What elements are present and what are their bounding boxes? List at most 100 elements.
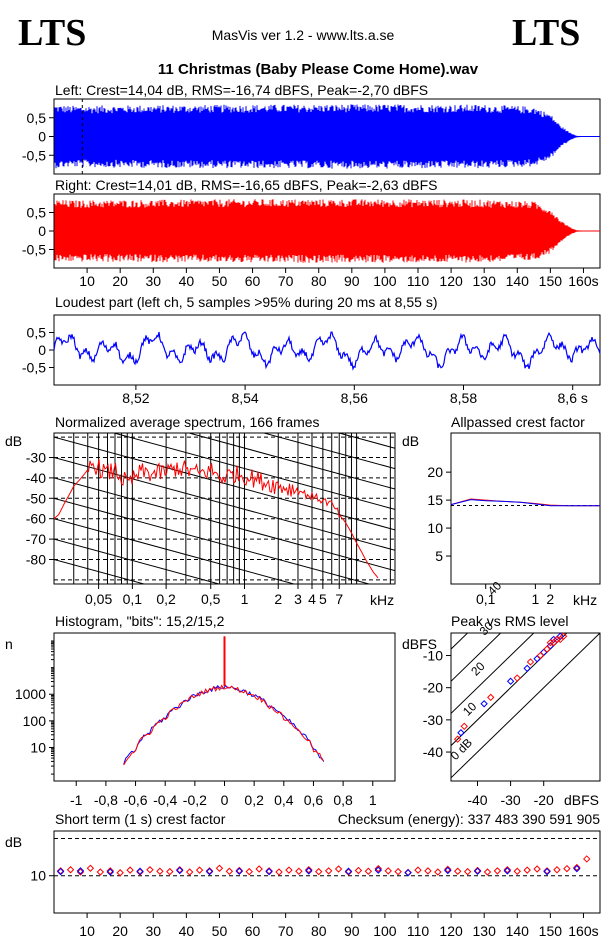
spectrum-xtick-label: 7 [335,591,343,607]
short-term-xtick-label: 130 [473,923,497,939]
peak-rms-ytick-label: -30 [423,712,443,728]
histogram-xtick-label: -0,6 [123,792,147,808]
short-term-point [374,866,382,874]
short-term-point [414,866,422,874]
short-term-frame [53,830,601,914]
short-term-point [235,867,244,875]
short-term-point [344,868,353,876]
short-term-point [265,867,273,875]
histogram-xtick-label: 0,4 [274,792,294,808]
short-term-point [136,867,144,875]
spectrum-diagonal [54,477,395,572]
spectrum-xtick-label: 0,1 [123,591,143,607]
short-term-point [573,864,581,873]
crest-xtick-label: 2 [546,591,554,607]
right-waveform-xtick-label: 120 [439,273,463,289]
right-waveform-xtick-label: 10 [79,273,95,289]
histogram-ytick-label: 10 [30,739,46,755]
short-term-point [444,865,452,874]
short-term-point [424,867,432,875]
short-term-point [205,867,214,876]
short-term-point [136,868,144,876]
short-term-point [563,864,571,873]
spectrum-diagonal [54,538,221,584]
peak-rms-diagonal [451,633,502,682]
crest-ytick-label: 5 [435,548,443,564]
short-term-point [513,867,521,875]
spectrum-curve [54,459,379,579]
short-term-point [156,867,164,875]
spectrum-ytick-label: -30 [26,449,46,465]
histogram-curve-0 [123,684,325,765]
short-term-point [533,865,541,873]
short-term-point [76,868,85,876]
short-term-point [86,864,95,872]
short-term-point [166,867,174,876]
short-term-point [275,868,283,876]
short-term-point [265,867,273,876]
short-term-point [215,864,224,872]
histogram-xtick-label: -0,2 [183,792,207,808]
right-waveform-xtick-label: 80 [311,273,327,289]
loudest-xtick-label: 8,54 [231,390,258,406]
right-waveform-xtick-label: 30 [145,273,161,289]
short-term-point [106,867,114,875]
short-term-point [523,866,531,874]
short-term-point [364,867,373,875]
crest-xtick-label: 0,1 [476,591,496,607]
histogram-xtick-label: 0 [221,792,229,808]
short-term-xtick-label: 150 [539,923,563,939]
short-term-point [493,867,502,875]
spectrum-ylabel: dB [5,433,22,449]
spectrum-xtick-label: 5 [319,591,327,607]
short-term-point [553,866,561,874]
spectrum-frame [53,432,396,585]
histogram-ylabel: n [5,636,13,652]
crest-ylabel: dB [402,433,419,449]
crest-ytick-label: 20 [427,464,443,480]
right-waveform-title: Right: Crest=14,01 dB, RMS=-16,65 dBFS, … [55,177,437,193]
spectrum-xtick-label: 0,05 [85,591,112,607]
crest-xlabel: kHz [573,592,597,608]
short-term-point [285,866,293,874]
right-waveform-xtick-label: 50 [212,273,228,289]
loudest-xtick-label: 8,52 [122,390,149,406]
spectrum-diagonal [112,433,395,510]
left-waveform-title: Left: Crest=14,04 dB, RMS=-16,74 dBFS, P… [55,82,428,98]
spectrum-diagonal [262,433,395,470]
short-term-point [315,867,323,876]
peak-rms-point [460,722,468,731]
left-waveform-ytick-label: 0 [38,129,46,145]
peak-rms-xtick-label: -30 [500,792,520,808]
peak-rms-diagonal [451,633,568,746]
loudest-xtick-label: 8,6 s [558,390,588,406]
peak-rms-diagonal [451,633,535,714]
histogram-xtick-label: -1 [70,792,83,808]
peak-rms-xtick-label: -40 [467,792,487,808]
peak-rms-ylabel: dBFS [402,636,437,652]
peak-rms-point [457,729,465,737]
crest-frame [450,432,601,585]
peak-rms-xlabel: dBFS [564,792,599,808]
histogram-xtick-label: 0,2 [244,792,264,808]
spectrum-xtick-label: 1 [241,591,249,607]
short-term-point [176,866,184,875]
short-term-point [255,865,263,873]
spectrum-ytick-label: -50 [26,490,46,506]
short-term-xtick-label: 80 [311,923,327,939]
spectrum-xtick-label: 0,5 [201,591,221,607]
peak-rms-point [543,645,551,653]
spectrum-ytick-label: -70 [26,531,46,547]
loudest-xtick-label: 8,58 [450,390,477,406]
peak-rms-ytick-label: -10 [423,648,443,664]
short-term-xtick-label: 70 [278,923,294,939]
spectrum-diagonal [54,497,371,584]
histogram-xtick-label: 0,8 [333,792,353,808]
short-term-point [334,865,343,873]
short-term-point [344,867,353,875]
right-waveform-ytick-label: -0,5 [22,242,46,258]
short-term-point [444,866,452,875]
logo-right: LTS [512,12,580,54]
short-term-point [324,867,333,875]
right-waveform-xtick-label: 70 [278,273,294,289]
